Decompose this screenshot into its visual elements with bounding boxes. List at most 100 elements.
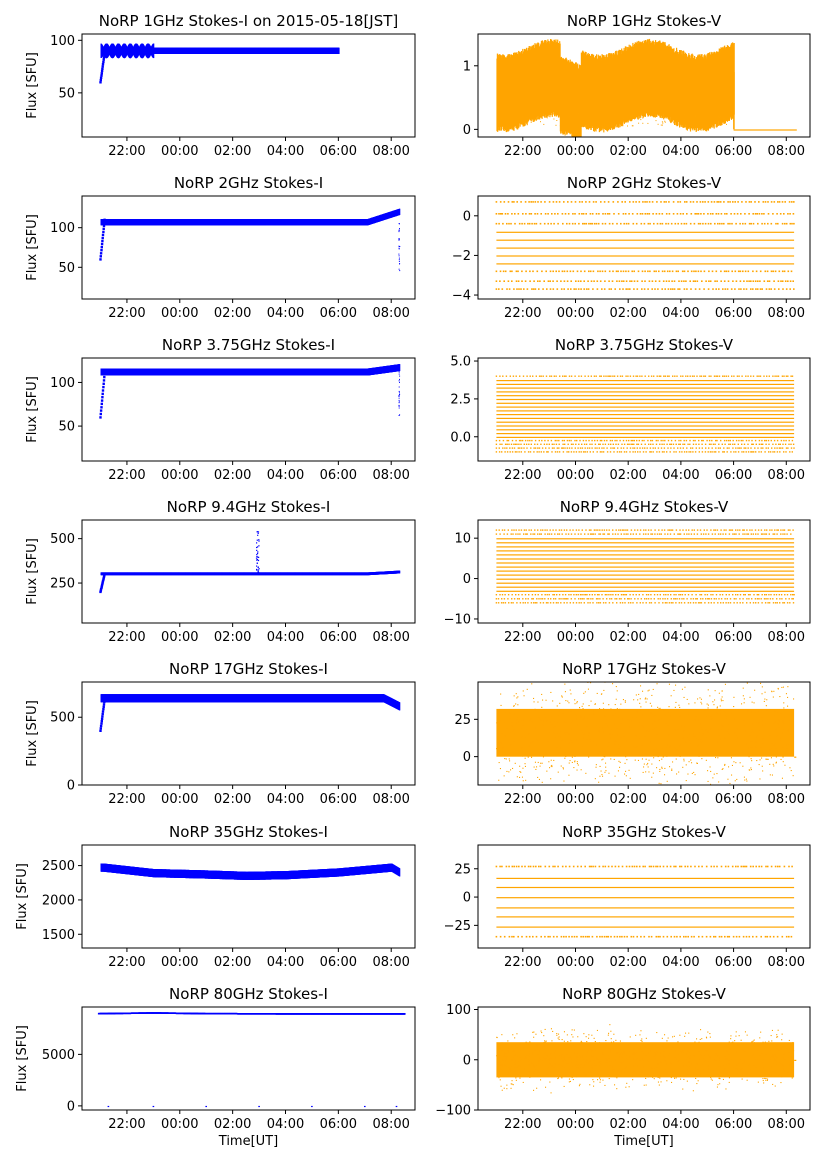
data-point (102, 56, 106, 59)
data-point (735, 447, 737, 449)
data-point (615, 270, 618, 273)
y-tick-label: 5.0 (450, 355, 471, 370)
data-point (649, 447, 652, 449)
data-point (591, 222, 593, 225)
data-point (528, 443, 530, 445)
panel-6: 22:00 00:00 02:00 04:00 06:00 08:00250500NoRP… (25, 498, 416, 645)
data-range (338, 47, 340, 54)
data-point (619, 375, 622, 377)
data-point (740, 288, 742, 290)
data-point (525, 270, 527, 273)
data-point (664, 121, 666, 123)
data-point (543, 280, 545, 282)
data-point (103, 221, 106, 224)
data-point (537, 201, 539, 203)
data-point (618, 451, 621, 453)
data-point (773, 288, 776, 290)
data-point (399, 393, 400, 395)
data-point (789, 222, 792, 225)
data-point (498, 222, 500, 225)
data-point (758, 443, 761, 445)
data-point (520, 121, 522, 123)
data-point (698, 447, 701, 449)
data-point (637, 443, 640, 445)
data-point (513, 443, 515, 445)
data-point (625, 270, 627, 273)
data-point (727, 439, 730, 442)
data-point (516, 443, 518, 445)
data-point (776, 213, 778, 215)
x-tick-label: 00:00 (557, 306, 594, 321)
data-point (588, 222, 590, 225)
data-point (764, 439, 766, 442)
data-point (511, 451, 514, 453)
data-point (550, 375, 553, 377)
data-point (561, 447, 563, 449)
data-point (686, 288, 688, 290)
data-point (695, 447, 697, 449)
data-point (704, 222, 707, 225)
data-point (398, 247, 400, 249)
data-point (734, 443, 736, 445)
data-point (562, 222, 564, 225)
data-point (522, 375, 525, 377)
data-point (785, 375, 788, 377)
data-point (620, 120, 622, 122)
data-point (668, 375, 670, 377)
data-point (657, 447, 660, 449)
data-point (765, 443, 767, 445)
data-point (102, 60, 105, 64)
data-point (582, 451, 585, 453)
data-point (504, 114, 506, 116)
data-point (777, 375, 780, 377)
data-point (514, 443, 517, 445)
data-point (719, 222, 721, 225)
data-point (561, 439, 564, 442)
data-point (683, 270, 686, 273)
data-point (558, 270, 560, 273)
data-point (623, 121, 625, 122)
data-point (595, 213, 598, 215)
data-point (739, 280, 742, 282)
data-point (591, 439, 593, 442)
data-point (754, 280, 757, 282)
data-point (566, 447, 568, 449)
data-point (627, 222, 630, 225)
data-point (579, 447, 582, 449)
data-point (572, 270, 575, 273)
data-point (761, 213, 763, 215)
data-point (398, 238, 400, 240)
data-point (720, 439, 722, 442)
data-point (737, 451, 740, 453)
data-point (589, 443, 591, 445)
data-point (735, 451, 737, 453)
data-point (541, 270, 543, 273)
data-point (624, 118, 626, 120)
data-band (496, 387, 795, 389)
data-point (758, 439, 761, 442)
data-point (555, 270, 557, 273)
data-point (541, 439, 543, 442)
data-point (596, 447, 598, 449)
data-point (552, 270, 554, 273)
data-point (616, 280, 618, 282)
data-point (511, 280, 513, 282)
data-point (715, 375, 717, 377)
data-point (723, 447, 725, 449)
data-point (585, 443, 588, 445)
data-point (545, 447, 547, 449)
data-point (670, 222, 673, 225)
data-point (712, 213, 714, 215)
data-point (672, 375, 674, 377)
data-point (561, 270, 564, 273)
data-point (710, 443, 712, 445)
data-point (777, 201, 779, 203)
data-point (678, 280, 680, 282)
data-point (570, 439, 572, 442)
data-point (99, 255, 102, 258)
data-point (673, 280, 676, 282)
data-points-2 (99, 208, 401, 272)
data-point (650, 451, 652, 453)
data-point (608, 280, 610, 282)
